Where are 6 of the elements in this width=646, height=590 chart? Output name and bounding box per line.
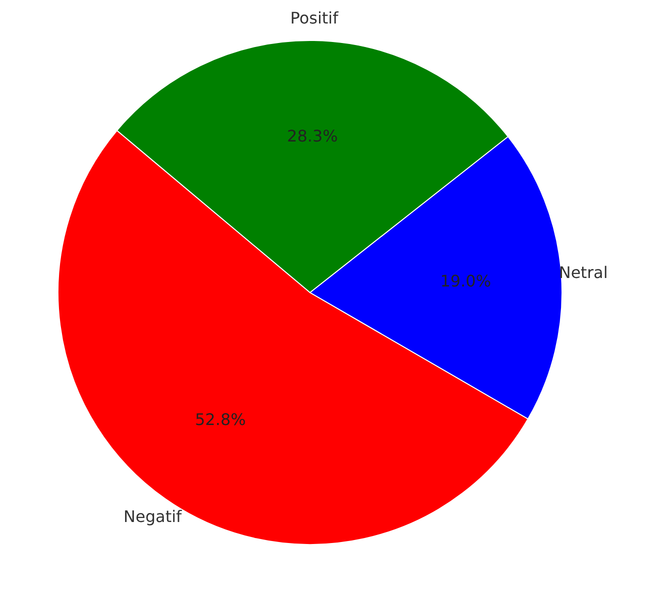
data-label: 52.8% — [194, 410, 246, 430]
data-label: 19.0% — [440, 271, 492, 290]
slice-label: Positif — [290, 8, 339, 28]
slice-label: Negatif — [124, 506, 182, 526]
slice-label: Netral — [558, 263, 608, 282]
data-label: 28.3% — [287, 126, 338, 146]
